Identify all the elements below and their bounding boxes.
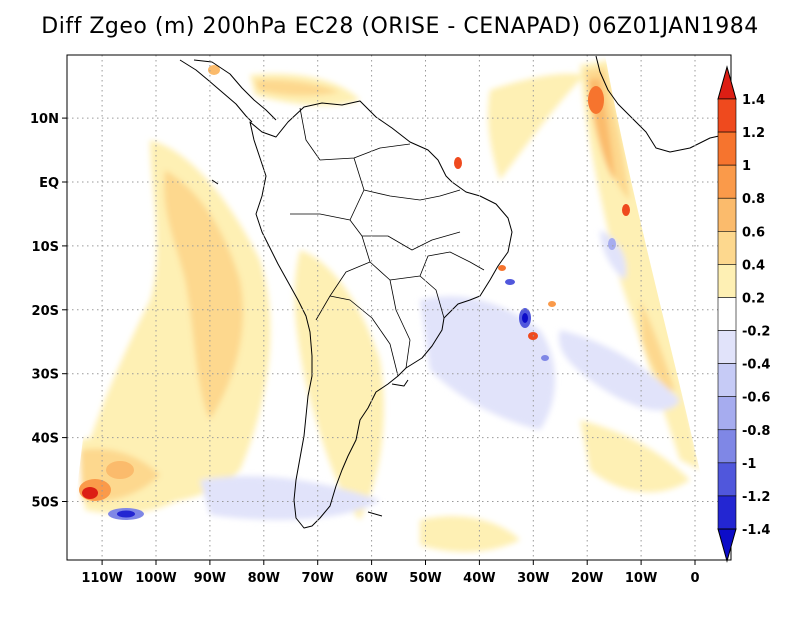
colorbar-label: 1.2	[742, 126, 765, 141]
anomaly-core-negative	[505, 279, 515, 285]
x-tick-label: 80W	[248, 571, 280, 586]
x-tick-label: 90W	[194, 571, 226, 586]
anomaly-core-positive	[106, 461, 134, 479]
anomaly-patch	[200, 476, 380, 520]
anomaly-patch	[164, 170, 244, 420]
outside-domain-left	[67, 55, 120, 505]
colorbar-box	[717, 363, 737, 397]
x-tick-label: 40W	[463, 571, 495, 586]
x-tick-label: 20W	[571, 571, 603, 586]
y-tick-label: 40S	[32, 432, 59, 447]
x-tick-label: 30W	[517, 571, 549, 586]
colorbar-label: 1	[742, 159, 751, 174]
colorbar: 1.4 1.2 1 0.8 0.6 0.4 0.2 -0.2 -0.4 -0.6 -0.8 -1 -1.…	[717, 65, 770, 563]
latitude-axis: 10N EQ 10S 20S 30S 40S 50S	[30, 112, 67, 511]
x-tick-label: 10W	[625, 571, 657, 586]
anomaly-core-positive	[208, 65, 220, 75]
colorbar-label: 0.8	[742, 192, 765, 207]
colorbar-label: -1.4	[742, 523, 770, 538]
x-tick-label: 110W	[81, 571, 122, 586]
longitude-axis: 110W 100W 90W 80W 70W 60W 50W 40W 30W 20W 10W 0	[81, 560, 700, 586]
anomaly-patch	[420, 296, 555, 430]
anomaly-patch	[488, 73, 585, 180]
y-tick-label: 50S	[32, 496, 59, 511]
colorbar-box	[717, 98, 737, 133]
south-america-coastline	[249, 100, 513, 529]
colorbar-label: -1.2	[742, 490, 770, 505]
y-tick-label: EQ	[39, 176, 59, 191]
anomaly-patch	[294, 250, 384, 520]
colorbar-label: 1.4	[742, 93, 765, 108]
colorbar-label: -0.2	[742, 325, 770, 340]
colorbar-box	[717, 131, 737, 166]
colorbar-label: -0.8	[742, 424, 770, 439]
y-tick-label: 10S	[32, 240, 59, 255]
colorbar-box	[717, 231, 737, 265]
anomaly-patch	[600, 230, 627, 280]
x-tick-label: 60W	[355, 571, 387, 586]
anomaly-core-positive	[454, 157, 462, 169]
anomaly-field	[67, 55, 731, 560]
anomaly-patch	[640, 300, 675, 391]
colorbar-label: -0.6	[742, 391, 770, 406]
anomaly-core-positive	[588, 86, 604, 114]
anomaly-patch	[420, 516, 520, 552]
colorbar-bottom-arrow	[717, 528, 737, 563]
anomaly-core-negative	[522, 313, 528, 323]
colorbar-box	[717, 264, 737, 298]
x-tick-label: 0	[690, 571, 699, 586]
west-africa-coastline	[595, 55, 729, 153]
map-title: Diff Zgeo (m) 200hPa EC28 (ORISE - CENAP…	[41, 14, 759, 39]
colorbar-box	[717, 462, 737, 497]
y-tick-label: 20S	[32, 304, 59, 319]
colorbar-box	[717, 297, 737, 331]
central-america-coastline	[179, 59, 277, 123]
x-tick-label: 70W	[301, 571, 333, 586]
colorbar-box	[717, 396, 737, 431]
anomaly-core-negative	[541, 355, 549, 361]
island-outlines	[211, 179, 409, 517]
y-tick-label: 10N	[30, 112, 59, 127]
colorbar-label: 0.6	[742, 225, 765, 240]
colorbar-box	[717, 330, 737, 364]
colorbar-label: -1	[742, 457, 756, 472]
anomaly-core-positive	[498, 265, 506, 271]
graticule	[67, 55, 731, 560]
anomaly-patch	[255, 79, 340, 96]
anomaly-core-negative	[117, 510, 135, 518]
anomaly-patch	[559, 330, 680, 411]
anomaly-patch	[80, 140, 271, 504]
x-tick-label: 100W	[135, 571, 176, 586]
outside-domain-right	[605, 55, 731, 560]
country-borders	[290, 107, 485, 377]
anomaly-core-positive	[622, 204, 630, 216]
colorbar-label: -0.4	[742, 358, 770, 373]
x-tick-label: 50W	[409, 571, 441, 586]
colorbar-box	[717, 164, 737, 199]
anomaly-core-positive	[82, 487, 98, 499]
anomaly-core-positive	[548, 301, 556, 307]
anomaly-core-negative	[608, 238, 616, 250]
colorbar-box	[717, 495, 737, 530]
colorbar-label: 0.4	[742, 258, 765, 273]
colorbar-box	[717, 197, 737, 232]
colorbar-box	[717, 429, 737, 464]
colorbar-label: 0.2	[742, 291, 765, 306]
y-tick-label: 30S	[32, 368, 59, 383]
continent-outlines	[179, 55, 729, 529]
